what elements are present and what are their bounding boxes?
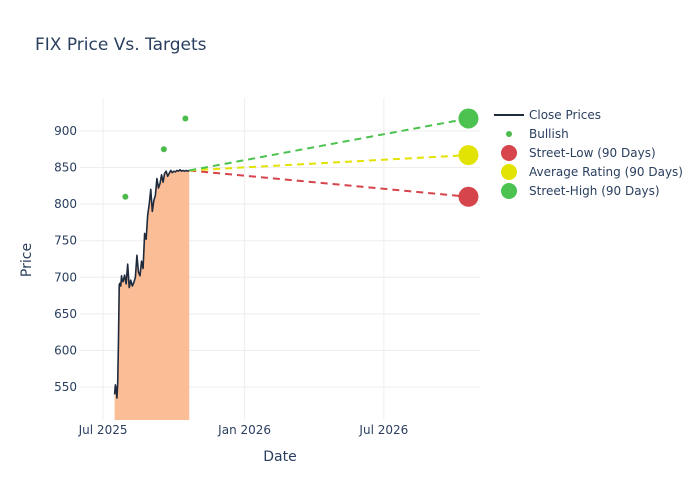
target-line bbox=[189, 154, 469, 172]
legend-average-rating-swatch bbox=[501, 164, 517, 180]
y-tick-label: 600 bbox=[54, 343, 77, 357]
legend-street-low-swatch bbox=[501, 145, 517, 161]
close-price-series bbox=[113, 168, 190, 399]
bullish-points bbox=[122, 115, 189, 200]
y-tick-label: 550 bbox=[54, 380, 77, 394]
legend-close-prices-label: Close Prices bbox=[529, 108, 601, 122]
x-axis-title: Date bbox=[263, 449, 296, 465]
x-tick-label: Jul 2025 bbox=[78, 423, 128, 437]
y-tick-label: 750 bbox=[54, 234, 77, 248]
legend-average-rating-label: Average Rating (90 Days) bbox=[529, 165, 683, 179]
target-marker bbox=[458, 145, 479, 166]
close-price-area bbox=[114, 169, 190, 420]
legend-street-high-swatch bbox=[501, 183, 517, 199]
close-price-fill bbox=[114, 169, 190, 420]
y-axis-ticks: 550 600 650 700 750 800 850 900 bbox=[54, 124, 77, 394]
y-axis-title: Price bbox=[19, 243, 35, 277]
bullish-point bbox=[160, 146, 167, 153]
y-tick-label: 650 bbox=[54, 307, 77, 321]
y-tick-label: 850 bbox=[54, 161, 77, 175]
legend-bullish-label: Bullish bbox=[529, 127, 569, 141]
y-tick-label: 900 bbox=[54, 124, 77, 138]
legend-street-low-label: Street-Low (90 Days) bbox=[529, 146, 656, 160]
chart-title: FIX Price Vs. Targets bbox=[35, 35, 207, 55]
legend-bullish-swatch bbox=[506, 131, 512, 137]
target-lines bbox=[189, 108, 479, 207]
x-axis-ticks: Jul 2025 Jan 2026 Jul 2026 bbox=[78, 423, 409, 437]
x-tick-label: Jul 2026 bbox=[358, 423, 408, 437]
target-line bbox=[189, 169, 469, 198]
close-price-line bbox=[113, 168, 190, 399]
target-line bbox=[189, 117, 469, 172]
target-marker bbox=[458, 108, 479, 129]
x-tick-label: Jan 2026 bbox=[217, 423, 271, 437]
bullish-point bbox=[182, 115, 189, 122]
target-marker bbox=[458, 186, 479, 207]
y-tick-label: 800 bbox=[54, 197, 77, 211]
legend-street-high-label: Street-High (90 Days) bbox=[529, 184, 660, 198]
legend[interactable]: Close Prices Bullish Street-Low (90 Days… bbox=[494, 108, 683, 199]
y-tick-label: 700 bbox=[54, 270, 77, 284]
bullish-point bbox=[122, 193, 129, 200]
